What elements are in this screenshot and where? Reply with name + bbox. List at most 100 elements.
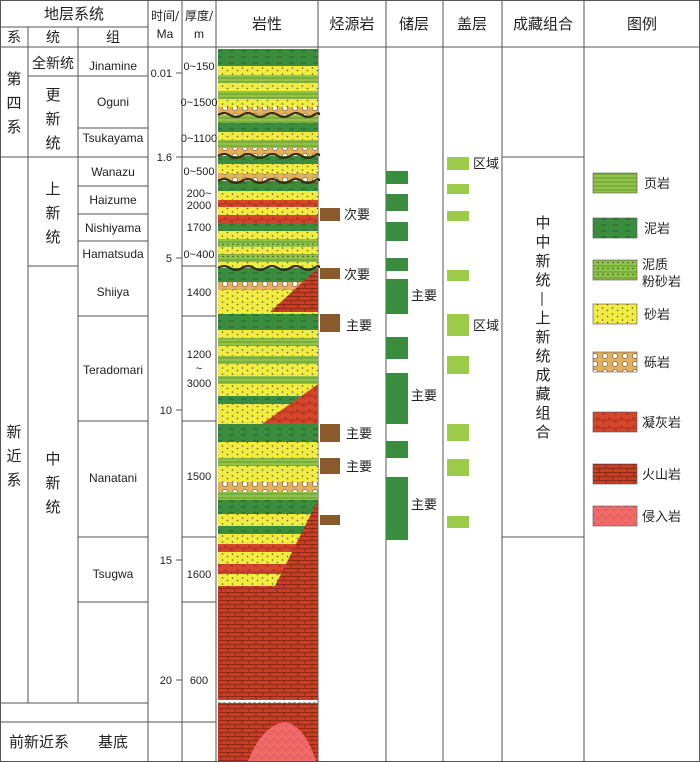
thickness-label: 200~ xyxy=(187,188,212,200)
lith-layer-gravel xyxy=(218,107,318,115)
lith-layer-shale xyxy=(218,75,318,83)
lith-layer-volcanic xyxy=(218,586,318,700)
accumulation-char: 新 xyxy=(535,328,550,346)
basement-label: 基底 xyxy=(98,733,128,751)
thickness-labels: 0~150 0~1500 0~1100 0~500 200~ 2000 1700… xyxy=(180,61,217,687)
lith-layer-sandstone xyxy=(218,262,318,268)
lith-layer-mudstone xyxy=(218,49,318,66)
thickness-label: 0~500 xyxy=(184,166,215,178)
series-pliocene-char: 新 xyxy=(45,204,60,222)
thickness-label: 1600 xyxy=(187,569,211,581)
lith-layer-sandstone xyxy=(218,384,318,396)
lith-layer-silt xyxy=(218,254,318,262)
reservoirs: 主要 主要 主要 xyxy=(386,171,437,540)
lith-layer-mudstone xyxy=(218,156,318,164)
reservoir-bar xyxy=(386,477,408,540)
reservoir-bar xyxy=(386,279,408,314)
lith-layer-mudstone xyxy=(218,526,318,534)
formation-nishiyama: Nishiyama xyxy=(85,221,141,235)
system-labels: 第 四 系 新 近 系 前新近系 xyxy=(6,70,69,751)
header-thickness: 厚度/ xyxy=(185,8,214,23)
legend-label-volcanic: 火山岩 xyxy=(642,468,681,483)
formation-oguni: Oguni xyxy=(97,95,129,109)
lithology-column xyxy=(217,49,321,761)
system-pre-neogene: 前新近系 xyxy=(9,733,69,751)
system-neogene-char: 新 xyxy=(6,423,21,441)
accumulation-char: 组 xyxy=(535,404,550,422)
legend-swatch-sandstone xyxy=(592,303,638,325)
header-legend: 图例 xyxy=(627,15,657,33)
lith-layer-tuff xyxy=(218,215,318,223)
cap-rock-bar xyxy=(447,157,469,170)
thickness-label: 0~1100 xyxy=(181,133,217,145)
legend-label-silt-2: 粉砂岩 xyxy=(642,275,681,290)
lith-layer-sandstone xyxy=(218,207,318,215)
lith-volcanic-wedge xyxy=(270,268,318,312)
reservoir-bar xyxy=(386,373,408,424)
header-time-unit: Ma xyxy=(157,27,174,41)
reservoir-bar xyxy=(386,441,408,458)
time-tick-label: 20 xyxy=(160,675,172,687)
unconformity-line xyxy=(217,153,321,159)
source-rock-label: 主要 xyxy=(346,460,372,475)
lith-layer-shale xyxy=(218,356,318,364)
series-labels: 全新统 更 新 统 上 新 统 中 新 统 xyxy=(32,55,74,516)
series-miocene-char: 新 xyxy=(45,474,60,492)
source-rock-bar xyxy=(320,424,340,442)
lith-layer-sandstone xyxy=(218,330,318,338)
source-rock-bar xyxy=(320,314,340,332)
lith-layer-gravel xyxy=(218,482,318,492)
formation-wanazu: Wanazu xyxy=(91,165,135,179)
lith-layer-shale xyxy=(218,492,318,500)
basement-intrusive-body xyxy=(248,722,316,761)
legend-swatch-shale xyxy=(592,172,638,194)
accumulation-char: — xyxy=(534,292,552,307)
header-system: 系 xyxy=(7,30,21,46)
series-miocene-char: 统 xyxy=(45,498,60,516)
unconformity-line xyxy=(217,112,321,118)
cap-rock-label: 区域 xyxy=(473,157,499,172)
legend-label-intrusive: 侵入岩 xyxy=(642,509,681,525)
lith-layer-gravel xyxy=(218,173,318,181)
lith-layer-sandstone xyxy=(218,132,318,140)
source-rock-bar xyxy=(320,515,340,525)
header-reservoir: 储层 xyxy=(399,15,429,33)
header-lithology: 岩性 xyxy=(252,15,282,33)
legend-swatch-volcanic xyxy=(592,463,638,485)
header-series: 统 xyxy=(46,30,60,46)
legend-swatch-intrusive xyxy=(592,505,638,527)
formation-tsukayama: Tsukayama xyxy=(83,131,144,145)
legend-label-gravel: 砾岩 xyxy=(644,356,670,371)
lith-layer-sandstone xyxy=(218,247,318,254)
accumulation-char: 中 xyxy=(535,233,550,251)
source-rock-label: 次要 xyxy=(344,207,370,223)
formation-jinamine: Jinamine xyxy=(89,59,137,73)
series-holocene: 全新统 xyxy=(32,55,74,72)
formation-tsugwa: Tsugwa xyxy=(93,567,134,581)
lith-layer-sandstone xyxy=(218,231,318,239)
header-thickness-unit: m xyxy=(194,27,204,41)
cap-rock-bar xyxy=(447,459,469,476)
header-row: 地层系统 系 统 组 时间/ Ma 厚度/ m 岩性 烃源岩 储层 盖层 成藏组… xyxy=(7,5,657,46)
source-rock-bar xyxy=(320,458,340,474)
cap-rock-bar xyxy=(447,516,469,528)
cap-rocks: 区域 区域 xyxy=(447,157,499,528)
legend-label-tuff: 凝灰岩 xyxy=(642,415,681,431)
series-pleistocene-char: 统 xyxy=(45,134,60,152)
formation-labels: Jinamine Oguni Tsukayama Wanazu Haizume … xyxy=(82,59,144,751)
lith-layer-sandstone xyxy=(218,191,318,200)
source-rocks: 次要 次要 主要 主要 主要 xyxy=(320,207,372,525)
thickness-label: 3000 xyxy=(187,378,211,390)
thickness-label: 0~150 xyxy=(184,61,215,73)
header-source-rock: 烃源岩 xyxy=(329,15,374,33)
lith-layer-sandstone xyxy=(218,534,318,544)
accumulation-char: 新 xyxy=(535,252,550,270)
reservoir-label: 主要 xyxy=(411,498,437,513)
lith-layer-shale xyxy=(218,376,318,384)
lith-layer-sandstone xyxy=(218,346,318,356)
lith-layer-tuff xyxy=(218,544,318,552)
lith-layer-shale xyxy=(218,338,318,346)
lith-layer-sandstone xyxy=(218,83,318,91)
